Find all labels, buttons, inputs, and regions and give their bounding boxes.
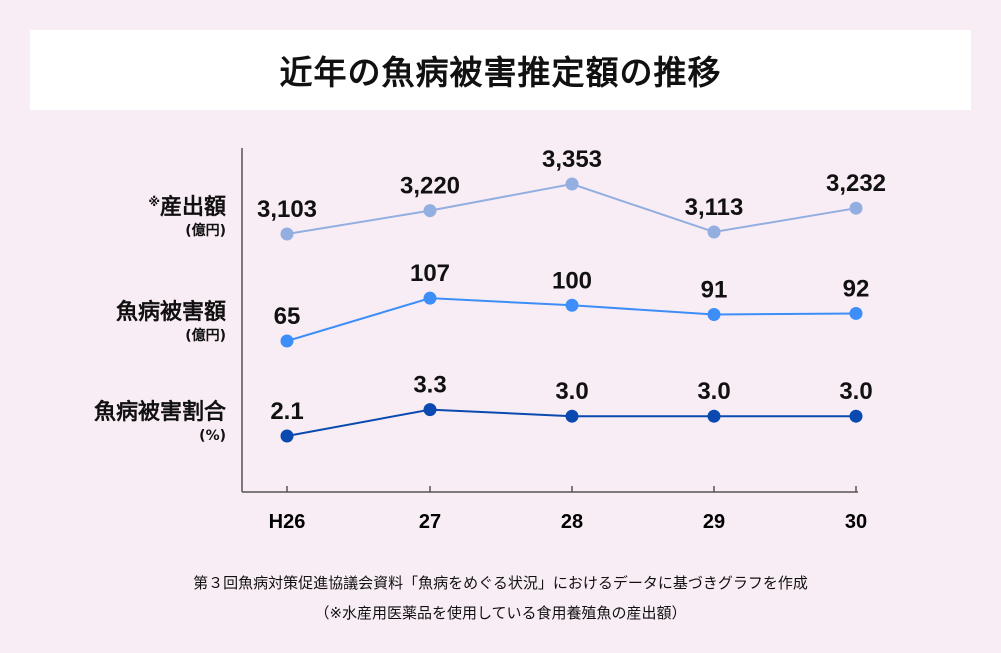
series-unit: (%) [199,428,226,444]
x-tick-label: 30 [845,511,867,533]
series-unit: (億円) [185,328,226,344]
series-name: 魚病被害額 [115,300,226,325]
data-label: 3,220 [400,173,460,200]
data-point [565,298,579,312]
row-label-ratio: 魚病被害割合 (%) [94,400,226,446]
footnote-source: 第３回魚病対策促進協議会資料「魚病をめぐる状況」におけるデータに基づきグラフを作… [193,574,808,592]
data-point [565,177,579,191]
data-label: 3,232 [826,170,886,197]
data-point [707,409,721,423]
data-label: 3.3 [413,372,446,399]
footnote-note: （※水産用医薬品を使用している食用養殖魚の産出額） [314,604,687,622]
data-point [849,306,863,320]
row-label-damage: 魚病被害額 (億円) [116,300,226,346]
data-label: 3.0 [555,378,588,405]
data-label: 3,113 [685,194,744,221]
data-label: 3,353 [542,146,602,173]
data-point [280,227,294,241]
data-point [707,225,721,239]
data-point [849,409,863,423]
x-tick-label: 27 [419,511,441,533]
data-point [565,409,579,423]
title-box: 近年の魚病被害推定額の推移 [30,30,971,110]
data-label: 3.0 [839,378,872,405]
data-label: 65 [274,303,301,330]
data-label: 107 [410,260,450,287]
data-label: 3,103 [257,196,317,223]
data-label: 100 [552,267,592,294]
data-label: 92 [843,275,870,302]
series-line [286,182,857,235]
data-point [280,429,294,443]
data-point [849,201,863,215]
data-point [280,334,294,348]
series-unit: (億円) [185,223,226,239]
data-label: 91 [701,276,728,303]
data-point [707,307,721,321]
row-label-production: ※産出額 (億円) [148,195,226,241]
data-point [423,291,437,305]
note-mark: ※ [148,195,160,209]
data-point [423,403,437,417]
data-label: 3.0 [697,378,730,405]
chart-title: 近年の魚病被害推定額の推移 [279,53,722,92]
data-point [423,204,437,218]
series-name: 魚病被害割合 [93,400,226,425]
x-tick-label: H26 [269,511,306,533]
x-tick-label: 29 [703,511,725,533]
x-tick-label: 28 [561,511,583,533]
data-label: 2.1 [270,398,303,425]
series-name: 産出額 [159,195,226,220]
